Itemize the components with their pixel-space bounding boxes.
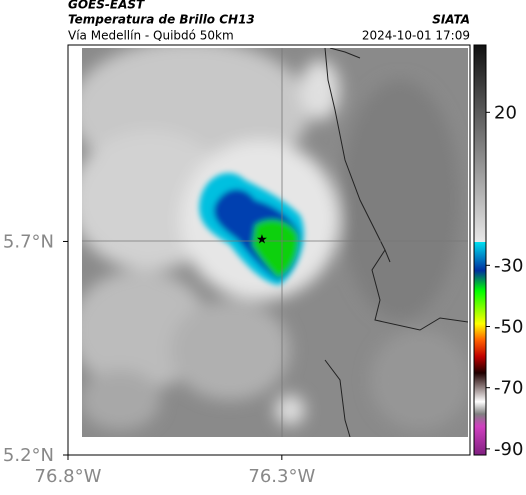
region: Vía Medellín - Quibdó 50km xyxy=(68,29,234,43)
ticks: 76.8°W 76.3°W 5.2°N 5.7°N 20 -30 -50 -70 -90 xyxy=(3,102,524,487)
colorbar-tick-label: -70 xyxy=(494,378,523,399)
product: Temperatura de Brillo CH13 xyxy=(68,13,255,27)
colorbar-tick-label: -90 xyxy=(494,439,523,460)
location-marker: ★ xyxy=(256,233,268,248)
colorbar-tick-label: -30 xyxy=(494,255,523,276)
source: SIATA xyxy=(432,13,470,27)
x-tick-label: 76.8°W xyxy=(35,466,102,487)
colorbar xyxy=(473,44,487,456)
y-tick-label: 5.2°N xyxy=(3,445,54,466)
colorbar-tick-label: -50 xyxy=(494,316,523,337)
satellite: GOES-EAST xyxy=(68,0,145,12)
colorbar-tick-label: 20 xyxy=(494,102,517,123)
map-frame xyxy=(67,44,471,456)
satellite-image xyxy=(82,48,468,437)
y-tick-label: 5.7°N xyxy=(3,231,54,252)
datetime: 2024-10-01 17:09 xyxy=(362,29,470,43)
x-tick-label: 76.3°W xyxy=(248,466,315,487)
